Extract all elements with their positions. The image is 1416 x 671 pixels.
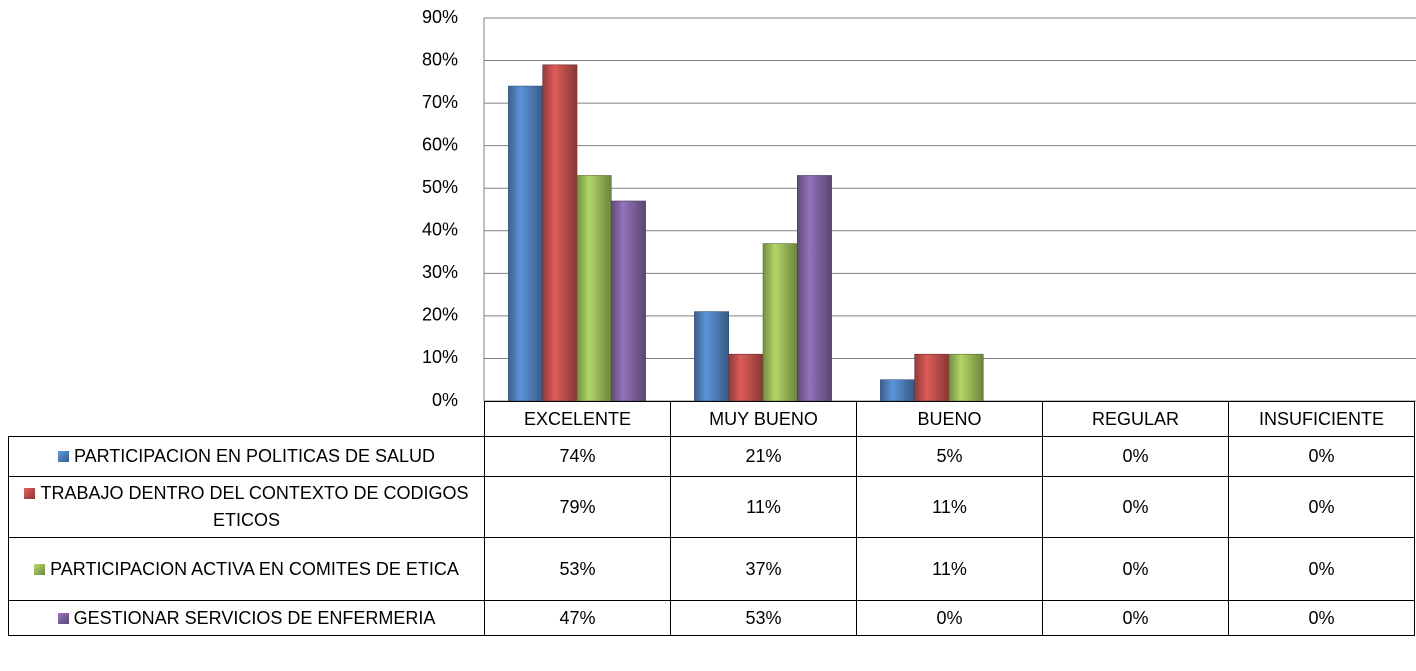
table-value: 0%	[1042, 537, 1229, 601]
y-tick-label: 60%	[422, 134, 458, 154]
table-value: 11%	[856, 476, 1043, 538]
bar	[796, 175, 832, 402]
table-value: 74%	[484, 436, 671, 477]
category-header: EXCELENTE	[484, 401, 671, 437]
legend-entry-text: GESTIONAR SERVICIOS DE ENFERMERIA	[73, 607, 436, 628]
bar	[610, 200, 646, 402]
table-value: 0%	[1228, 537, 1415, 601]
table-value-text: 0%	[1308, 607, 1335, 628]
table-value-text: 11%	[932, 496, 967, 517]
legend-marker	[24, 488, 36, 499]
category-header: MUY BUENO	[670, 401, 857, 437]
table-value: 79%	[484, 476, 671, 538]
table-value-text: 37%	[745, 558, 782, 579]
legend-marker	[57, 612, 69, 624]
table-value-text: 0%	[1122, 446, 1149, 466]
table-value: 37%	[670, 537, 857, 601]
table-value-text: 47%	[559, 607, 596, 628]
table-value-text: 0%	[1308, 558, 1335, 579]
y-tick-label: 20%	[422, 305, 458, 325]
table-value-text: 0%	[1308, 446, 1335, 466]
bar	[576, 175, 612, 402]
y-tick-label: 30%	[422, 262, 458, 282]
bar	[542, 64, 578, 402]
table-value: 47%	[484, 600, 671, 636]
table-value: 0%	[1042, 476, 1229, 538]
y-tick-label: 70%	[422, 92, 458, 112]
bar	[880, 379, 916, 402]
y-tick-label: 80%	[422, 49, 458, 69]
table-value-text: 11%	[746, 496, 781, 517]
legend-entry: PARTICIPACION EN POLITICAS DE SALUD	[8, 436, 485, 477]
y-tick-label: 90%	[422, 7, 458, 27]
table-value-text: 0%	[936, 607, 963, 628]
category-header-text: INSUFICIENTE	[1258, 408, 1384, 429]
category-header-text: EXCELENTE	[523, 408, 632, 429]
table-value: 53%	[670, 600, 857, 636]
bar	[728, 353, 764, 402]
legend-entry-text: TRABAJO DENTRO DEL CONTEXTO DE CODIGOS E…	[40, 483, 469, 530]
table-value: 11%	[856, 537, 1043, 601]
table-value-text: 0%	[1122, 496, 1149, 517]
category-header: BUENO	[856, 401, 1043, 437]
category-header: REGULAR	[1042, 401, 1229, 437]
y-tick-label: 0%	[432, 390, 458, 410]
bar	[694, 311, 730, 402]
bar	[508, 85, 543, 402]
legend-entry: GESTIONAR SERVICIOS DE ENFERMERIA	[8, 600, 485, 636]
table-value: 0%	[1228, 476, 1415, 538]
table-value: 0%	[1042, 600, 1229, 636]
y-tick-label: 50%	[422, 177, 458, 197]
table-value-text: 74%	[559, 446, 596, 466]
legend-entry-text: PARTICIPACION EN POLITICAS DE SALUD	[73, 446, 436, 466]
table-value-text: 0%	[1122, 558, 1149, 579]
table-value-text: 11%	[932, 558, 967, 579]
table-value: 11%	[670, 476, 857, 538]
category-header-text: REGULAR	[1091, 408, 1180, 429]
y-tick-label: 40%	[422, 220, 458, 240]
table-value: 21%	[670, 436, 857, 477]
legend-marker	[57, 451, 69, 462]
bar	[948, 353, 984, 402]
bar	[914, 353, 950, 402]
table-value: 5%	[856, 436, 1043, 477]
category-header-text: BUENO	[917, 408, 982, 429]
legend-entry: PARTICIPACION ACTIVA EN COMITES DE ETICA	[8, 537, 485, 601]
table-value-text: 0%	[1308, 496, 1335, 517]
legend-entry-text: PARTICIPACION ACTIVA EN COMITES DE ETICA	[50, 558, 459, 579]
table-value: 0%	[1228, 600, 1415, 636]
y-tick-label: 10%	[422, 347, 458, 367]
category-header-text: MUY BUENO	[709, 408, 818, 429]
table-value-text: 53%	[559, 558, 596, 579]
table-value-text: 79%	[559, 496, 596, 517]
table-value: 0%	[1228, 436, 1415, 477]
table-value: 0%	[1042, 436, 1229, 477]
legend-marker	[34, 563, 46, 575]
table-value-text: 21%	[745, 446, 782, 466]
table-value-text: 53%	[745, 607, 782, 628]
table-value-text: 0%	[1122, 607, 1149, 628]
table-value-text: 5%	[936, 446, 963, 466]
category-header: INSUFICIENTE	[1228, 401, 1415, 437]
legend-entry: TRABAJO DENTRO DEL CONTEXTO DE CODIGOS E…	[8, 476, 485, 538]
bar	[762, 243, 798, 402]
table-value: 53%	[484, 537, 671, 601]
table-value: 0%	[856, 600, 1043, 636]
